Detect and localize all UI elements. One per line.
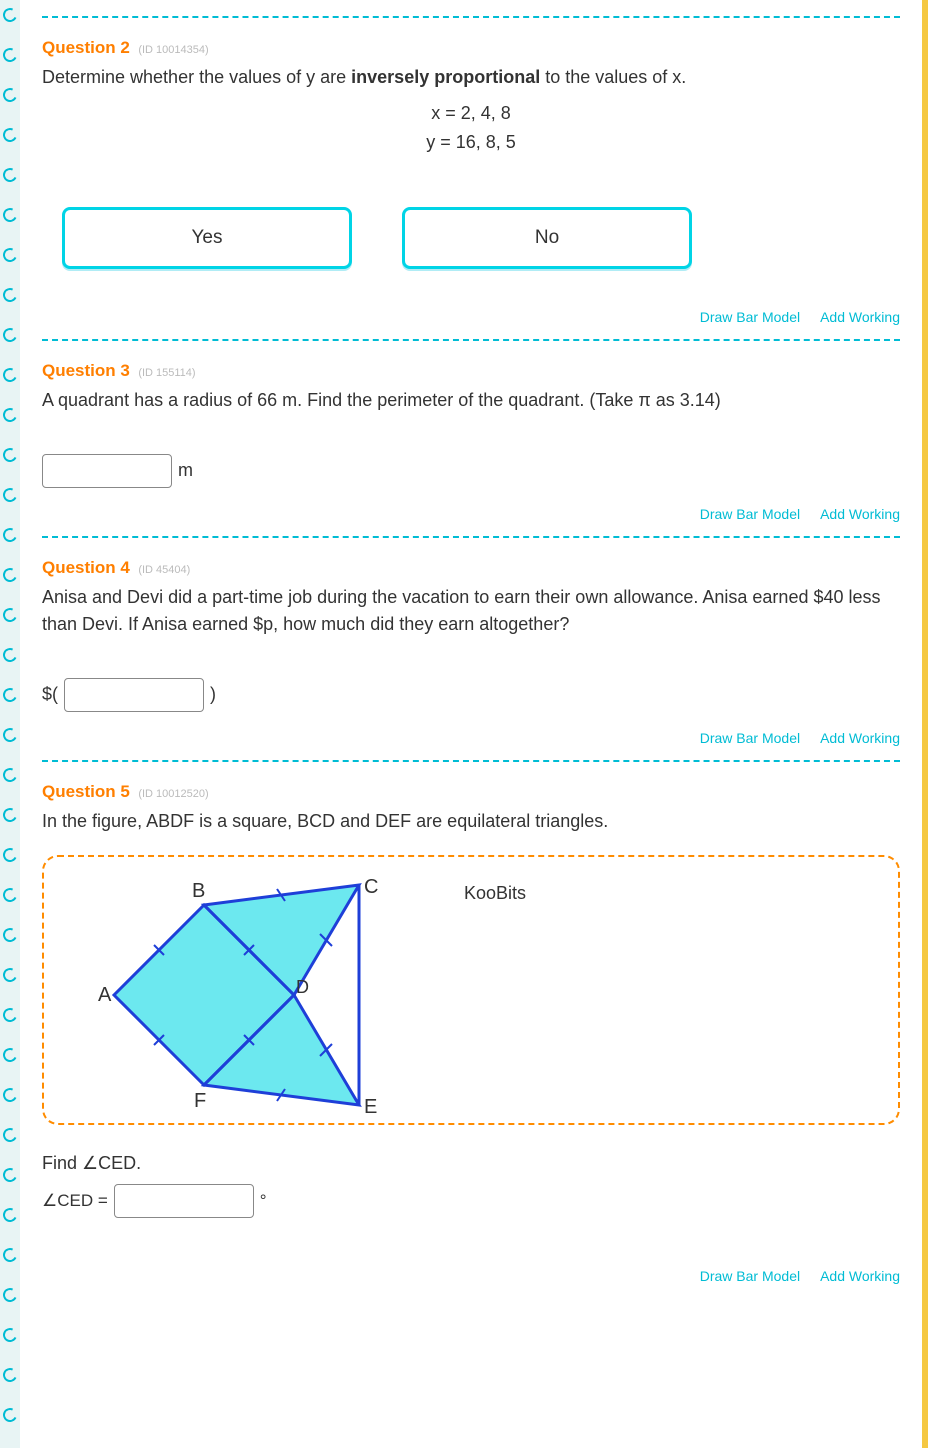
q5-angle-row: ∠CED = °	[42, 1184, 900, 1218]
draw-bar-model-link[interactable]: Draw Bar Model	[700, 309, 800, 325]
draw-bar-model-link[interactable]: Draw Bar Model	[700, 730, 800, 746]
add-working-link[interactable]: Add Working	[820, 506, 900, 522]
q3-unit: m	[178, 460, 193, 481]
q4-prefix: $(	[42, 684, 58, 705]
option-yes-button[interactable]: Yes	[62, 207, 352, 269]
question-text: In the figure, ABDF is a square, BCD and…	[42, 808, 900, 835]
q5-figure-box: A B C D E F KooBits	[42, 855, 900, 1125]
binder-rings	[0, 0, 20, 1448]
worksheet-content: Question 2 (ID 10014354) Determine wheth…	[20, 0, 928, 1448]
label-E: E	[364, 1096, 377, 1115]
question-title: Question 5	[42, 782, 130, 801]
label-A: A	[98, 984, 112, 1006]
q4-actions: Draw Bar Model Add Working	[42, 730, 900, 746]
koobits-watermark: KooBits	[464, 883, 526, 904]
draw-bar-model-link[interactable]: Draw Bar Model	[700, 1268, 800, 1284]
question-2-block: Question 2 (ID 10014354) Determine wheth…	[42, 18, 900, 341]
question-title: Question 2	[42, 38, 130, 57]
q3-actions: Draw Bar Model Add Working	[42, 506, 900, 522]
q3-answer-row: m	[42, 454, 900, 488]
question-id: (ID 10012520)	[138, 788, 208, 800]
question-title: Question 4	[42, 558, 130, 577]
q5-find-text: Find ∠CED.	[42, 1153, 900, 1174]
q3-answer-input[interactable]	[42, 454, 172, 488]
option-no-button[interactable]: No	[402, 207, 692, 269]
question-3-block: Question 3 (ID 155114) A quadrant has a …	[42, 341, 900, 538]
draw-bar-model-link[interactable]: Draw Bar Model	[700, 506, 800, 522]
degree-symbol: °	[260, 1191, 267, 1211]
add-working-link[interactable]: Add Working	[820, 309, 900, 325]
prev-question-actions	[42, 0, 900, 18]
geometry-figure: A B C D E F	[64, 875, 394, 1115]
q2-y-line: y = 16, 8, 5	[42, 128, 900, 157]
q2-suffix: to the values of x.	[540, 67, 686, 87]
question-4-block: Question 4 (ID 45404) Anisa and Devi did…	[42, 538, 900, 762]
q2-options: Yes No	[62, 207, 900, 269]
q2-prefix: Determine whether the values of y are	[42, 67, 351, 87]
q5-actions: Draw Bar Model Add Working	[42, 1268, 900, 1284]
q2-bold: inversely proportional	[351, 67, 540, 87]
add-working-link[interactable]: Add Working	[820, 730, 900, 746]
question-title: Question 3	[42, 361, 130, 380]
add-working-link[interactable]: Add Working	[820, 1268, 900, 1284]
q5-answer-input[interactable]	[114, 1184, 254, 1218]
q2-data-lines: x = 2, 4, 8 y = 16, 8, 5	[42, 99, 900, 157]
q4-answer-input[interactable]	[64, 678, 204, 712]
question-id: (ID 155114)	[138, 367, 195, 379]
q4-answer-row: $()	[42, 678, 900, 712]
label-D: D	[296, 977, 309, 997]
label-B: B	[192, 880, 205, 902]
q2-x-line: x = 2, 4, 8	[42, 99, 900, 128]
angle-label: ∠CED =	[42, 1191, 108, 1211]
question-5-block: Question 5 (ID 10012520) In the figure, …	[42, 762, 900, 1298]
question-id: (ID 10014354)	[138, 44, 208, 56]
q2-actions: Draw Bar Model Add Working	[42, 309, 900, 325]
label-F: F	[194, 1090, 206, 1112]
question-text: Determine whether the values of y are in…	[42, 64, 900, 91]
question-text: Anisa and Devi did a part-time job durin…	[42, 584, 900, 638]
question-text: A quadrant has a radius of 66 m. Find th…	[42, 387, 900, 414]
label-C: C	[364, 876, 378, 898]
q4-suffix: )	[210, 684, 216, 705]
question-id: (ID 45404)	[138, 564, 190, 576]
